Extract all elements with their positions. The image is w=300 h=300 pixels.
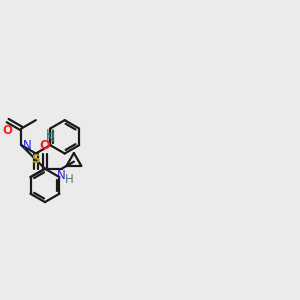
Text: N: N <box>57 169 65 182</box>
Text: O: O <box>40 139 50 152</box>
Text: S: S <box>32 153 40 166</box>
Text: N: N <box>46 132 55 145</box>
Text: H: H <box>46 128 55 141</box>
Text: N: N <box>23 139 32 152</box>
Text: O: O <box>3 124 13 136</box>
Text: H: H <box>65 172 74 186</box>
